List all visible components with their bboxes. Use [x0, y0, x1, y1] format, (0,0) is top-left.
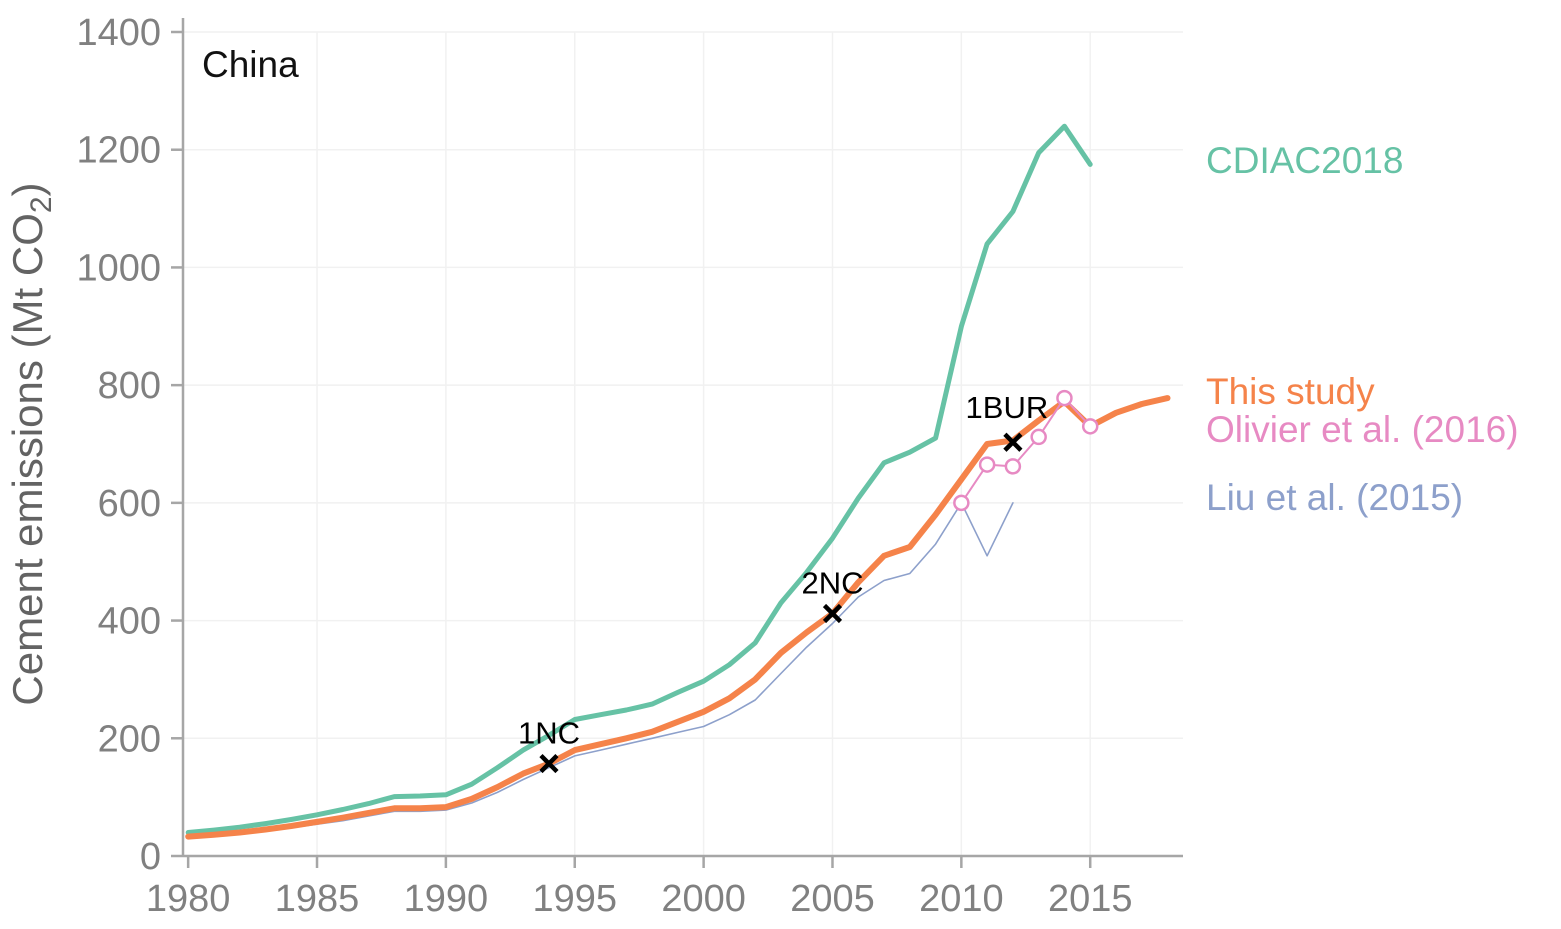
- y-tick-label: 600: [98, 483, 161, 525]
- series-marker-open-circle: [978, 456, 996, 473]
- x-tick-label: 1985: [275, 878, 360, 920]
- series-marker-open-circle: [1004, 458, 1022, 475]
- legend-liu-et-al-2015: Liu et al. (2015): [1206, 477, 1464, 518]
- y-tick-label: 1400: [76, 12, 161, 54]
- series-marker-open-circle: [953, 494, 970, 512]
- annotation-x-marker: [822, 603, 843, 624]
- legend-cdiac2018: CDIAC2018: [1206, 140, 1404, 181]
- x-tick-label: 2005: [790, 878, 875, 920]
- series-marker-open-circle: [1056, 389, 1073, 407]
- chart-title: China: [202, 44, 299, 85]
- x-tick-label: 2015: [1048, 878, 1133, 920]
- y-tick-label: 0: [140, 836, 161, 878]
- y-tick-label: 1000: [76, 247, 161, 289]
- y-tick-label: 200: [98, 718, 161, 760]
- x-tick-label: 2010: [919, 878, 1004, 920]
- series-marker-open-circle: [1030, 428, 1047, 446]
- y-axis-label: Cement emissions (Mt CO2): [4, 182, 58, 705]
- annotation-x-marker: [539, 754, 559, 774]
- annotation-x-marker: [1003, 432, 1023, 452]
- annotation-label: 1NC: [518, 716, 580, 751]
- x-tick-label: 2000: [661, 878, 746, 920]
- x-tick-label: 1980: [146, 878, 231, 920]
- annotation-label: 2NC: [801, 566, 863, 601]
- series-marker-open-circle: [1081, 418, 1099, 435]
- x-tick-label: 1995: [532, 878, 617, 920]
- x-tick-label: 1990: [404, 878, 489, 920]
- legend-olivier-et-al-2016: Olivier et al. (2016): [1206, 409, 1519, 450]
- y-tick-label: 400: [98, 601, 161, 643]
- y-tick-label: 1200: [76, 130, 161, 172]
- series-line-this-study: [185, 395, 1171, 840]
- y-tick-label: 800: [98, 365, 161, 407]
- series-line-cdiac2018: [185, 123, 1093, 835]
- legend-this-study: This study: [1206, 371, 1375, 412]
- annotation-label: 1BUR: [966, 390, 1049, 425]
